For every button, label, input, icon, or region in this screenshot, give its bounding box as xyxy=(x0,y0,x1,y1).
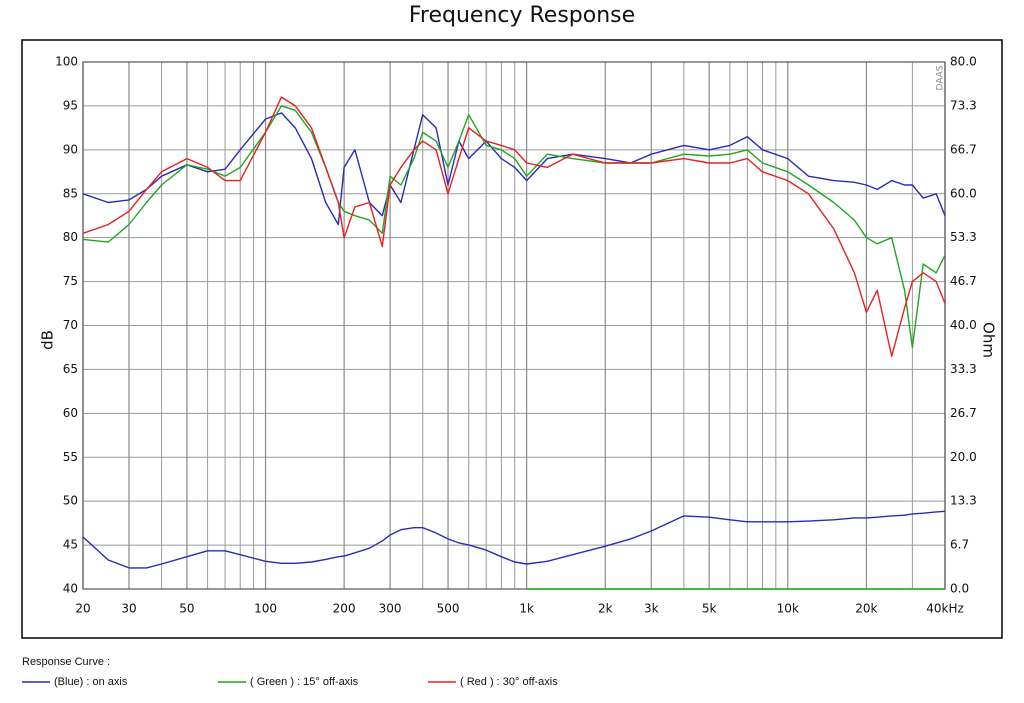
x-tick-label: 10k xyxy=(777,602,799,616)
y2-tick-label: 6.7 xyxy=(950,538,969,552)
y2-tick-label: 13.3 xyxy=(950,494,977,508)
legend-label: (Blue) : on axis xyxy=(54,676,128,688)
y2-tick-label: 46.7 xyxy=(950,274,977,288)
y2-tick-label: 33.3 xyxy=(950,362,977,376)
y-tick-label: 60 xyxy=(63,406,78,420)
x-tick-label: 500 xyxy=(437,602,460,616)
watermark: DAAS xyxy=(936,65,946,90)
x-tick-label: 300 xyxy=(379,602,402,616)
x-tick-label: 50 xyxy=(179,602,194,616)
y-tick-label: 70 xyxy=(63,318,78,332)
x-tick-label: 20 xyxy=(75,602,90,616)
x-tick-label: 20k xyxy=(855,602,877,616)
x-tick-label: 200 xyxy=(333,602,356,616)
legend-label: ( Red ) : 30° off-axis xyxy=(460,676,558,688)
y2-tick-label: 26.7 xyxy=(950,406,977,420)
y-axis-label: dB xyxy=(39,330,57,350)
x-tick-label: 5k xyxy=(702,602,717,616)
y-tick-label: 45 xyxy=(63,538,78,552)
series-line xyxy=(82,105,946,349)
y-tick-label: 65 xyxy=(63,362,78,376)
y2-axis-label: Ohm xyxy=(980,322,998,358)
series-line xyxy=(82,510,946,569)
y-tick-label: 80 xyxy=(63,230,78,244)
series-line xyxy=(82,96,946,357)
y-tick-label: 55 xyxy=(63,450,78,464)
y-tick-label: 85 xyxy=(63,186,78,200)
legend-label: ( Green ) : 15° off-axis xyxy=(250,676,359,688)
series-line xyxy=(82,112,946,226)
x-tick-label: 2k xyxy=(598,602,613,616)
y2-tick-label: 40.0 xyxy=(950,318,977,332)
y2-tick-label: 60.0 xyxy=(950,186,977,200)
chart-title: Frequency Response xyxy=(409,3,635,28)
x-tick-label: 30 xyxy=(121,602,136,616)
plot-frame xyxy=(82,61,946,590)
y2-tick-label: 73.3 xyxy=(950,98,977,112)
x-tick-label: 3k xyxy=(644,602,659,616)
y-tick-label: 40 xyxy=(63,582,78,596)
y-tick-label: 90 xyxy=(63,142,78,156)
x-tick-label: 40kHz xyxy=(926,602,964,616)
y2-tick-label: 0.0 xyxy=(950,582,969,596)
y-tick-label: 95 xyxy=(63,98,78,112)
y2-tick-label: 53.3 xyxy=(950,230,977,244)
y2-tick-label: 66.7 xyxy=(950,142,977,156)
y-tick-label: 50 xyxy=(63,494,78,508)
legend-title: Response Curve : xyxy=(22,656,110,668)
y2-tick-label: 20.0 xyxy=(950,450,977,464)
y-tick-label: 100 xyxy=(55,55,78,69)
y-tick-label: 75 xyxy=(63,274,78,288)
x-tick-label: 1k xyxy=(519,602,534,616)
y2-tick-label: 80.0 xyxy=(950,55,977,69)
x-tick-label: 100 xyxy=(254,602,277,616)
outer-frame xyxy=(21,39,1003,639)
